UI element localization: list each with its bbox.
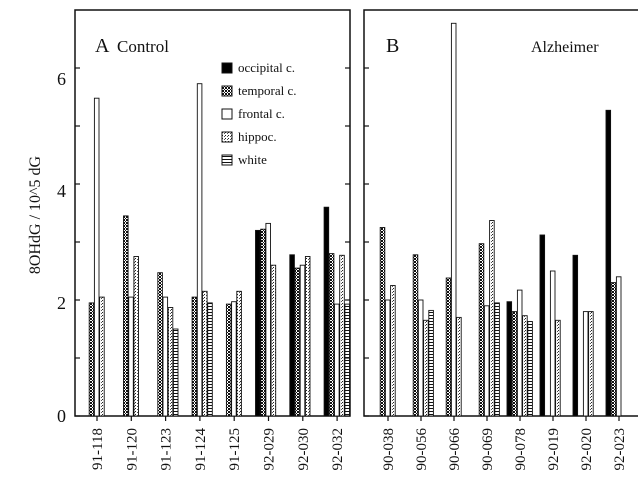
bar [93, 97, 100, 417]
bar [304, 256, 311, 417]
bar [260, 228, 266, 417]
bar [610, 282, 617, 417]
x-category-label: 91-123 [159, 428, 175, 471]
bar [88, 302, 95, 417]
bar [328, 253, 335, 417]
legend-swatch-hippoc [221, 131, 233, 143]
bar [323, 206, 330, 417]
bar [202, 290, 208, 417]
bar [123, 215, 129, 417]
bar [516, 289, 523, 417]
bar [172, 328, 179, 417]
bar [270, 264, 277, 417]
bar [162, 296, 169, 417]
panel-b-frame [363, 9, 638, 417]
x-category-label: 92-023 [612, 428, 628, 471]
legend: occipital c. temporal c. frontal c. hipp… [221, 60, 296, 167]
bar [478, 243, 485, 417]
bar [157, 272, 163, 417]
bar [390, 285, 396, 417]
bar [483, 305, 490, 417]
y-tick-label: 0 [57, 406, 66, 426]
bar [615, 276, 622, 417]
legend-label-hippoc: hippoc. [238, 129, 277, 144]
bar [231, 301, 237, 417]
bar [423, 319, 429, 417]
legend-swatch-temporal [221, 85, 233, 97]
bar [582, 311, 589, 417]
x-category-label: 91-124 [193, 428, 209, 471]
x-category-label: 92-019 [546, 428, 562, 471]
legend-label-white: white [238, 152, 267, 167]
x-category-label: 91-120 [124, 428, 140, 471]
bar [207, 302, 213, 417]
bar [522, 315, 528, 417]
x-category-label: 90-078 [513, 428, 529, 471]
bar [506, 301, 513, 417]
legend-swatch-frontal [221, 108, 233, 120]
legend-label-temporal: temporal c. [238, 83, 296, 98]
x-category-label: 91-118 [90, 428, 106, 470]
bar [339, 254, 345, 417]
y-tick-label: 6 [57, 69, 66, 89]
bar [511, 311, 518, 417]
y-tick-label: 4 [57, 181, 66, 201]
bar [489, 220, 495, 417]
panel-b-letter: B [386, 35, 399, 57]
bar [344, 303, 350, 417]
y-tick-label: 2 [57, 293, 66, 313]
bar [334, 303, 340, 417]
bar [379, 227, 386, 417]
bar [450, 22, 457, 417]
x-category-label: 92-020 [579, 428, 595, 471]
bar [412, 254, 419, 417]
bar [539, 234, 546, 417]
bar [549, 270, 556, 417]
x-category-label: 92-029 [262, 428, 278, 471]
x-category-label: 91-125 [227, 428, 243, 471]
bar [605, 109, 612, 417]
bar [294, 267, 301, 417]
bar [384, 299, 391, 417]
bar [99, 296, 105, 417]
x-category-label: 90-066 [447, 428, 463, 471]
panel-b-title: Alzheimer [531, 39, 599, 56]
legend-swatch-white [221, 154, 233, 166]
x-category-label: 90-069 [480, 428, 496, 471]
bar [572, 254, 579, 417]
bar [428, 309, 434, 417]
bar [236, 290, 242, 417]
x-category-label: 92-030 [296, 428, 312, 471]
bar [299, 264, 306, 417]
bar [555, 319, 561, 417]
bar [128, 296, 134, 417]
bar [167, 307, 174, 417]
bar [445, 277, 452, 417]
bar [588, 311, 594, 417]
bar [527, 321, 533, 417]
legend-swatch-occipital [221, 62, 233, 74]
bar [289, 254, 295, 417]
x-category-label: 92-032 [330, 428, 346, 471]
legend-label-occipital: occipital c. [238, 60, 295, 75]
bar [265, 222, 271, 417]
bar [494, 302, 500, 417]
y-axis-label: 8OHdG / 10^5 dG [27, 155, 44, 274]
panel-a-letter: A [95, 35, 110, 57]
bar [456, 316, 462, 417]
bar [191, 296, 198, 417]
legend-label-frontal: frontal c. [238, 106, 285, 121]
bar [255, 229, 261, 417]
bar [133, 256, 139, 417]
x-category-label: 90-056 [414, 428, 430, 471]
bar [196, 83, 203, 417]
bar [225, 303, 232, 417]
panel-a-title: Control [117, 37, 169, 56]
bar [417, 299, 424, 417]
x-category-label: 90-038 [381, 428, 397, 471]
